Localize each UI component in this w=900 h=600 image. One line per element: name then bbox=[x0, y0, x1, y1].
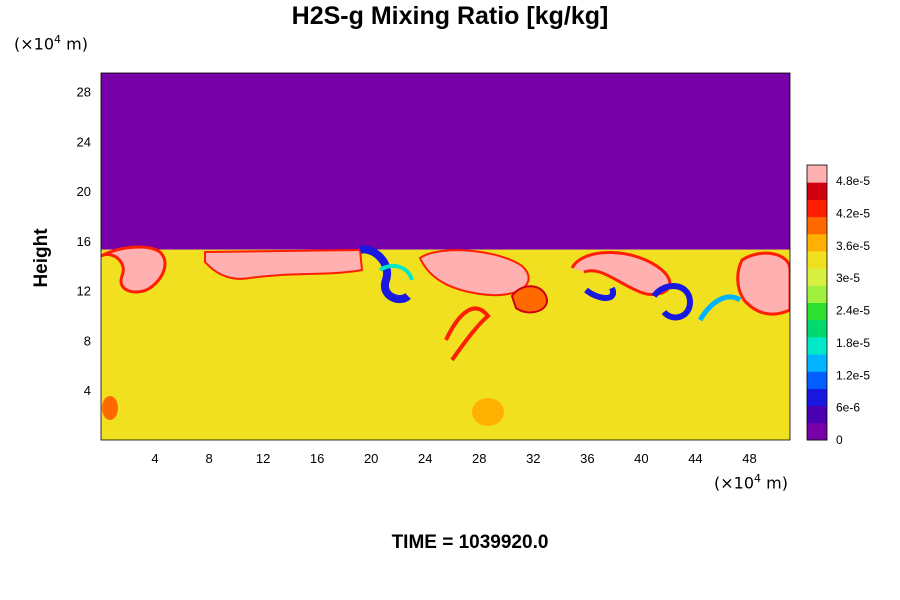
colorbar-tick-label: 3e-5 bbox=[836, 271, 860, 285]
x-tick-label: 32 bbox=[526, 451, 540, 466]
time-label: TIME = 1039920.0 bbox=[391, 532, 549, 553]
x-tick-label: 4 bbox=[151, 451, 158, 466]
colorbar-segment bbox=[807, 388, 827, 407]
colorbar-segment bbox=[807, 336, 827, 355]
colorbar-segment bbox=[807, 354, 827, 372]
y-tick-label: 28 bbox=[77, 85, 91, 100]
y-unit-exponent: 4 bbox=[54, 33, 62, 46]
colorbar-segment bbox=[807, 199, 827, 218]
colorbar-segment bbox=[807, 302, 827, 321]
colorbar-segment bbox=[807, 250, 827, 269]
colorbar-segment bbox=[807, 216, 827, 235]
plot-field bbox=[101, 73, 790, 440]
y-unit-suffix: m) bbox=[61, 34, 88, 54]
colorbar-tick-label: 6e-6 bbox=[836, 401, 860, 415]
colorbar-tick-label: 4.2e-5 bbox=[836, 207, 870, 221]
y-unit-prefix: (×10 bbox=[14, 34, 55, 54]
x-tick-label: 20 bbox=[364, 451, 378, 466]
x-tick-label: 16 bbox=[310, 451, 324, 466]
colorbar-ticks: 4.8e-5 4.2e-5 3.6e-5 3e-5 2.4e-5 1.8e-5 1.2e-5… bbox=[836, 174, 870, 447]
plot-frame bbox=[100, 72, 791, 441]
colorbar-tick-label: 3.6e-5 bbox=[836, 239, 870, 253]
x-tick-label: 44 bbox=[688, 451, 702, 466]
colorbar-segment bbox=[807, 268, 827, 286]
colorbar-frame bbox=[806, 164, 828, 441]
x-tick-label: 24 bbox=[418, 451, 432, 466]
y-tick-label: 16 bbox=[77, 234, 91, 249]
x-axis-unit: (×104 m) bbox=[714, 472, 788, 492]
colorbar-segment bbox=[807, 319, 827, 338]
x-tick-label: 28 bbox=[472, 451, 486, 466]
y-tick-label: 20 bbox=[77, 184, 91, 199]
y-axis-ticks: 4 8 12 16 20 24 28 bbox=[77, 85, 91, 399]
colorbar bbox=[807, 165, 827, 441]
upper-layer-fill bbox=[101, 73, 790, 250]
x-axis-ticks: 4 8 12 16 20 24 28 32 36 40 44 48 bbox=[151, 451, 756, 466]
colorbar-segment bbox=[807, 405, 827, 424]
colorbar-tick-label: 0 bbox=[836, 433, 843, 447]
colorbar-segment bbox=[807, 371, 827, 389]
mixing-eddies bbox=[101, 245, 790, 426]
colorbar-segment bbox=[807, 422, 827, 441]
colorbar-tick-label: 4.8e-5 bbox=[836, 174, 870, 188]
colorbar-tick-label: 1.8e-5 bbox=[836, 336, 870, 350]
colorbar-segment bbox=[807, 233, 827, 252]
colorbar-segment bbox=[807, 165, 827, 183]
x-tick-label: 48 bbox=[742, 451, 756, 466]
colorbar-tick-label: 2.4e-5 bbox=[836, 304, 870, 318]
x-tick-label: 8 bbox=[205, 451, 212, 466]
colorbar-tick-label: 1.2e-5 bbox=[836, 368, 870, 382]
x-unit-exponent: 4 bbox=[754, 472, 762, 485]
x-unit-suffix: m) bbox=[761, 473, 788, 493]
x-tick-label: 12 bbox=[256, 451, 270, 466]
y-tick-label: 8 bbox=[84, 333, 91, 348]
colorbar-segment bbox=[807, 182, 827, 200]
x-tick-label: 36 bbox=[580, 451, 594, 466]
chart-title: H2S-g Mixing Ratio [kg/kg] bbox=[291, 2, 609, 30]
y-tick-label: 12 bbox=[77, 284, 91, 299]
y-tick-label: 4 bbox=[84, 383, 91, 398]
x-tick-label: 40 bbox=[634, 451, 648, 466]
y-tick-label: 24 bbox=[77, 134, 91, 149]
y-axis-unit: (×104 m) bbox=[14, 33, 88, 53]
colorbar-segment bbox=[807, 285, 827, 303]
x-unit-prefix: (×10 bbox=[714, 473, 755, 493]
